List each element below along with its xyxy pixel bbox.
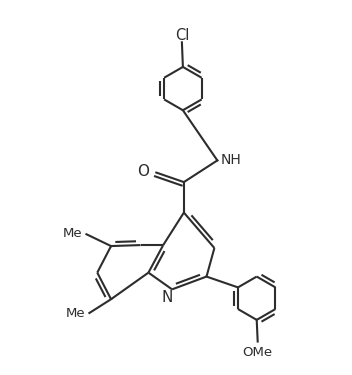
Text: NH: NH [220,153,241,167]
Text: N: N [162,290,173,305]
Text: Me: Me [63,227,82,240]
Text: Cl: Cl [175,28,189,43]
Text: O: O [138,164,150,179]
Text: Me: Me [66,308,86,321]
Text: OMe: OMe [243,346,273,360]
